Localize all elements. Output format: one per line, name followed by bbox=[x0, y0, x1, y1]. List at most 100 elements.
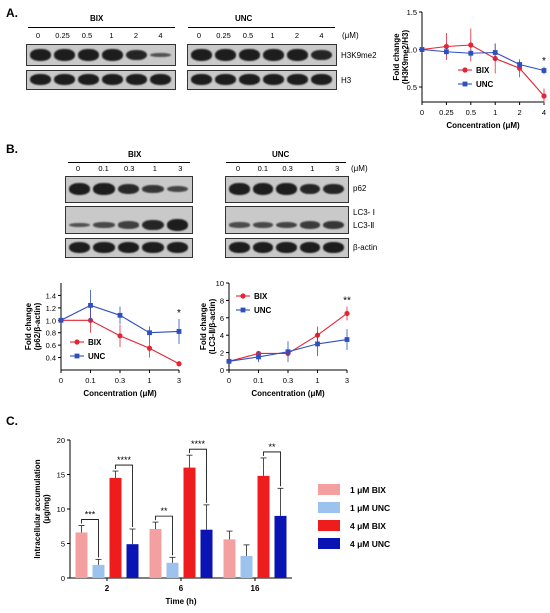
blot-a-unit: (μM) bbox=[342, 31, 359, 40]
data-point-unc bbox=[285, 349, 291, 355]
blot-band bbox=[215, 74, 236, 85]
data-point-unc bbox=[541, 68, 547, 73]
blot-a-lane-label: 0.25 bbox=[216, 31, 231, 40]
y-tick-label: 0.8 bbox=[46, 329, 56, 338]
data-point-unc bbox=[444, 49, 449, 55]
blot-a-group-unc-line bbox=[188, 27, 335, 28]
blot-a-lane-label: 0.25 bbox=[55, 31, 70, 40]
blot-b-unit: (μM) bbox=[351, 164, 368, 173]
blot-band bbox=[142, 184, 164, 194]
x-tick-label: 0.1 bbox=[253, 376, 263, 385]
blot-band bbox=[69, 242, 91, 253]
blot-band bbox=[93, 242, 115, 253]
y-tick-label: 1.5 bbox=[407, 8, 417, 17]
series-line-bix bbox=[421, 44, 545, 97]
blot-b-lane-label: 0 bbox=[75, 164, 81, 173]
blot-b-bix-lc3 bbox=[65, 206, 193, 234]
x-tick-label: 0.5 bbox=[466, 108, 476, 117]
blot-band bbox=[229, 242, 250, 253]
blot-a-group-bix-line bbox=[28, 27, 175, 28]
blot-a-lane-label: 1 bbox=[270, 31, 275, 40]
significance-label: **** bbox=[117, 455, 132, 465]
bar-0 bbox=[149, 529, 162, 578]
y-tick-label: 5 bbox=[61, 540, 65, 549]
significance-bracket bbox=[81, 519, 99, 558]
blot-band bbox=[299, 221, 321, 229]
y-tick-label: 0.6 bbox=[46, 341, 56, 350]
blot-b-lane-label: 3 bbox=[335, 164, 340, 173]
data-point-bix bbox=[146, 345, 153, 351]
x-axis-label: Concentration (μM) bbox=[251, 389, 325, 398]
x-tick-label: 1 bbox=[493, 108, 497, 117]
data-point-unc bbox=[344, 337, 350, 342]
y-tick-label: 10 bbox=[216, 279, 224, 288]
legend-label: UNC bbox=[254, 306, 272, 315]
y-tick-label: 1.0 bbox=[46, 316, 56, 325]
blot-band bbox=[30, 49, 51, 61]
blot-b-label-lc3-2: LC3-Ⅱ bbox=[353, 221, 375, 230]
legend-marker-bix bbox=[240, 293, 246, 299]
blot-b-bix-actin bbox=[65, 238, 193, 258]
blot-band bbox=[150, 74, 171, 85]
y-tick-label: 0.5 bbox=[407, 83, 417, 92]
blot-band bbox=[311, 74, 332, 85]
blot-band bbox=[323, 183, 344, 195]
blot-a-group-unc: UNC bbox=[235, 14, 253, 23]
x-tick-label: 4 bbox=[542, 108, 546, 117]
legend-marker-unc bbox=[240, 307, 246, 313]
blot-band bbox=[299, 183, 321, 195]
significance-label: **** bbox=[191, 439, 206, 449]
data-point-unc bbox=[419, 47, 425, 52]
data-point-bix bbox=[541, 93, 547, 99]
blot-band bbox=[142, 242, 164, 253]
blot-b-group-bix-line bbox=[68, 162, 190, 163]
blot-b-lane-label: 1 bbox=[152, 164, 157, 173]
y-axis-label: Fold change bbox=[199, 302, 208, 350]
y-axis-label: (μg/mg) bbox=[42, 494, 51, 524]
blot-b-lane-label: 0 bbox=[235, 164, 241, 173]
legend-swatch bbox=[318, 520, 340, 531]
blot-a-lane-label: 1 bbox=[109, 31, 114, 40]
x-tick-label: 3 bbox=[177, 376, 181, 385]
blot-a-lane-label: 4 bbox=[319, 31, 324, 40]
blot-band bbox=[102, 49, 123, 61]
blot-band bbox=[54, 74, 75, 85]
significance-marker: ** bbox=[343, 295, 351, 306]
blot-b-lane-label: 0.1 bbox=[257, 164, 269, 173]
significance-marker: * bbox=[177, 308, 181, 319]
blot-band bbox=[69, 183, 91, 195]
blot-a-lane-label: 2 bbox=[133, 31, 139, 40]
x-tick-label: 1 bbox=[147, 376, 151, 385]
x-axis-label: Concentration (μM) bbox=[83, 389, 157, 398]
y-tick-label: 0.4 bbox=[46, 354, 56, 363]
blot-band bbox=[166, 185, 188, 193]
blot-band bbox=[276, 221, 297, 229]
series-line-unc bbox=[421, 48, 545, 72]
significance-label: *** bbox=[85, 510, 96, 520]
bar-1 bbox=[166, 562, 179, 578]
x-tick-label: 0 bbox=[59, 376, 63, 385]
blot-band bbox=[54, 49, 75, 61]
blot-a-lane-label: 4 bbox=[158, 31, 163, 40]
bar-2 bbox=[109, 477, 122, 578]
blot-band bbox=[299, 242, 321, 253]
blot-band bbox=[252, 183, 274, 195]
legend-swatch bbox=[318, 502, 340, 513]
blot-band bbox=[239, 74, 260, 85]
blot-band bbox=[93, 183, 115, 195]
blot-band bbox=[78, 74, 99, 85]
blot-band bbox=[229, 222, 250, 228]
data-point-unc bbox=[176, 329, 182, 334]
blot-band bbox=[126, 74, 147, 85]
data-point-unc bbox=[58, 317, 64, 323]
significance-bracket bbox=[115, 464, 133, 528]
y-tick-label: 8 bbox=[220, 296, 224, 305]
bar-3 bbox=[126, 544, 139, 578]
blot-band bbox=[78, 49, 99, 61]
y-tick-label: 2 bbox=[220, 349, 224, 358]
blot-b-unc-actin bbox=[225, 238, 349, 258]
y-tick-label: 0 bbox=[220, 366, 224, 375]
blot-a-group-bix: BIX bbox=[90, 14, 104, 23]
blot-band bbox=[126, 49, 147, 61]
bar-2 bbox=[257, 475, 270, 578]
